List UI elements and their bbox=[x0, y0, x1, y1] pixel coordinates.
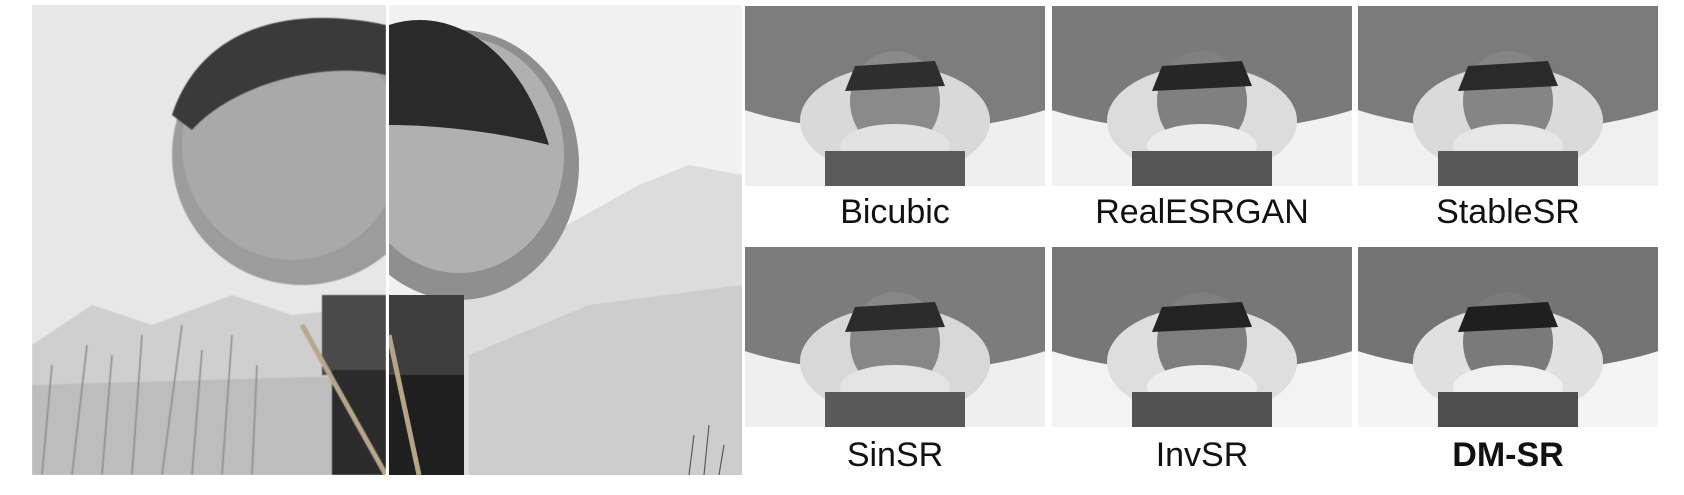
invsr-thumbnail bbox=[1052, 247, 1352, 427]
comparison-divider bbox=[386, 5, 389, 475]
invsr-label: InvSR bbox=[1155, 436, 1249, 474]
stablesr-thumbnail bbox=[1358, 6, 1658, 186]
sinsr-thumbnail bbox=[745, 247, 1045, 427]
realesrgan-label: RealESRGAN bbox=[1095, 193, 1309, 231]
sinsr-label: SinSR bbox=[846, 436, 944, 474]
low-resolution-half bbox=[32, 5, 432, 475]
large-comparison-image bbox=[32, 5, 742, 475]
dm-sr-thumbnail bbox=[1358, 247, 1658, 427]
super-resolved-half bbox=[339, 5, 742, 475]
bicubic-thumbnail bbox=[745, 6, 1045, 186]
stablesr-label: StableSR bbox=[1436, 193, 1580, 231]
realesrgan-thumbnail bbox=[1052, 6, 1352, 186]
dm-sr-label: DM-SR bbox=[1452, 436, 1564, 474]
bicubic-label: Bicubic bbox=[840, 193, 950, 231]
